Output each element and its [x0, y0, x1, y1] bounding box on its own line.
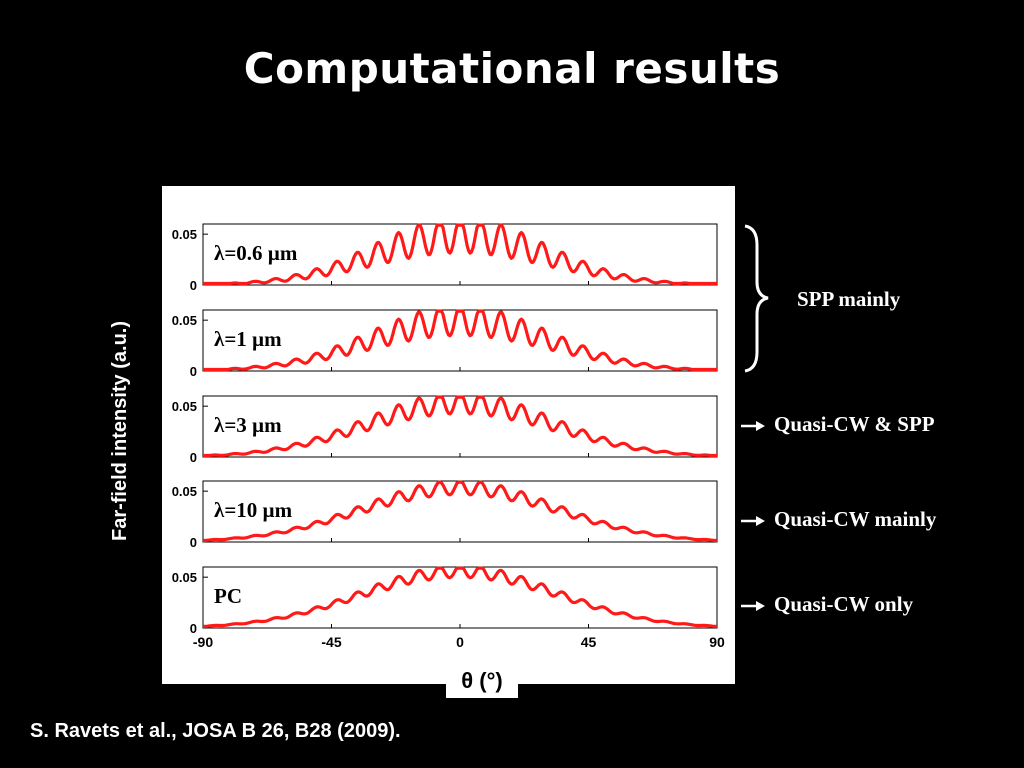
y-tick-label: 0.05: [172, 399, 197, 414]
y-tick-label: 0: [190, 535, 197, 550]
series-line: [202, 566, 718, 629]
y-tick-label: 0.05: [172, 313, 197, 328]
chart-panels: 0 0.05 λ=0.6 µm 0 0.05 λ=1 µm 0 0.05 λ=3 µm 0 0.05…: [172, 223, 718, 636]
arrow-head-icon: [756, 601, 765, 611]
series-label: λ=3 µm: [214, 413, 282, 437]
arrow-head-icon: [756, 421, 765, 431]
chart-annotations: SPP mainly Quasi-CW & SPP Quasi-CW mainly Q…: [741, 224, 937, 616]
series-line: [202, 309, 718, 372]
annotation: SPP mainly: [744, 224, 901, 373]
x-axis-label: θ (°): [461, 668, 502, 693]
y-tick-label: 0: [190, 278, 197, 293]
y-axis-label: Far-field intensity (a.u.): [109, 321, 131, 541]
panel-2: 0 0.05 λ=1 µm: [172, 309, 718, 379]
x-tick-label: 45: [581, 634, 597, 650]
y-tick-label: 0.05: [172, 484, 197, 499]
y-tick-label: 0.05: [172, 227, 197, 242]
annotation: Quasi-CW & SPP: [741, 412, 935, 436]
series-label: λ=1 µm: [214, 327, 282, 351]
citation: S. Ravets et al., JOSA B 26, B28 (2009).: [30, 720, 401, 742]
series-line: [202, 395, 718, 458]
annotation-text: SPP mainly: [797, 287, 901, 311]
panel-1: 0 0.05 λ=0.6 µm: [172, 223, 718, 293]
panel-4: 0 0.05 λ=10 µm: [172, 480, 718, 550]
panel-5: 0 0.05 PC: [172, 566, 718, 636]
annotation-text: Quasi-CW mainly: [774, 507, 937, 531]
y-tick-label: 0.05: [172, 570, 197, 585]
series-line: [202, 480, 718, 543]
annotation: Quasi-CW only: [741, 592, 914, 616]
x-tick-label: 0: [456, 634, 464, 650]
slide-title: Computational results: [243, 44, 781, 93]
y-tick-label: 0: [190, 364, 197, 379]
x-tick-label: -90: [193, 634, 213, 650]
y-tick-label: 0: [190, 621, 197, 636]
x-tick-label: -45: [321, 634, 341, 650]
arrow-head-icon: [756, 516, 765, 526]
series-label: λ=10 µm: [214, 498, 293, 522]
annotation-text: Quasi-CW & SPP: [774, 412, 935, 436]
annotation-text: Quasi-CW only: [774, 592, 914, 616]
annotation: Quasi-CW mainly: [741, 507, 937, 531]
series-line: [202, 223, 718, 286]
x-axis-label-box: [446, 664, 518, 698]
series-label: PC: [214, 584, 242, 608]
x-axis: -90 -45 0 45 90: [193, 634, 725, 650]
brace-icon: [744, 224, 769, 373]
y-tick-label: 0: [190, 450, 197, 465]
x-tick-label: 90: [709, 634, 725, 650]
panel-3: 0 0.05 λ=3 µm: [172, 395, 718, 465]
chart-background: [162, 186, 735, 684]
series-label: λ=0.6 µm: [214, 241, 298, 265]
